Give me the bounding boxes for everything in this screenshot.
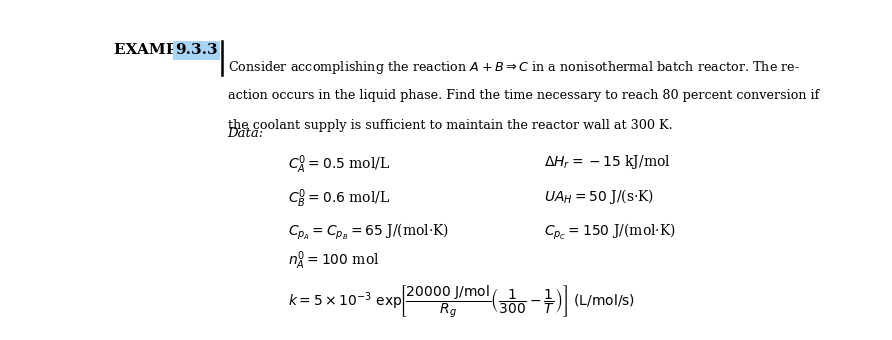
Text: $C_B^0 = 0.6$ mol/L: $C_B^0 = 0.6$ mol/L: [288, 187, 390, 210]
Text: action occurs in the liquid phase. Find the time necessary to reach 80 percent c: action occurs in the liquid phase. Find …: [227, 89, 819, 102]
Text: $C_{p_A} = C_{p_B} = 65$ J/(mol$\cdot$K): $C_{p_A} = C_{p_B} = 65$ J/(mol$\cdot$K): [288, 221, 449, 242]
Text: Consider accomplishing the reaction $A + B \Rightarrow C$ in a nonisothermal bat: Consider accomplishing the reaction $A +…: [227, 59, 800, 76]
Text: the coolant supply is sufficient to maintain the reactor wall at 300 K.: the coolant supply is sufficient to main…: [227, 119, 673, 132]
Text: EXAMPLE: EXAMPLE: [113, 44, 204, 57]
Text: Data:: Data:: [227, 127, 264, 140]
Text: $\Delta H_r = -15$ kJ/mol: $\Delta H_r = -15$ kJ/mol: [543, 153, 670, 171]
Text: $C_A^0 = 0.5$ mol/L: $C_A^0 = 0.5$ mol/L: [288, 153, 390, 176]
Text: $UA_H = 50$ J/(s$\cdot$K): $UA_H = 50$ J/(s$\cdot$K): [543, 187, 654, 206]
Text: $n_A^0 = 100$ mol: $n_A^0 = 100$ mol: [288, 249, 379, 272]
Text: $C_{p_C} = 150$ J/(mol$\cdot$K): $C_{p_C} = 150$ J/(mol$\cdot$K): [543, 221, 675, 242]
Text: $k = 5 \times 10^{-3}\ \mathrm{exp}\!\left[\dfrac{20000\ \mathrm{J/mol}}{R_g}\le: $k = 5 \times 10^{-3}\ \mathrm{exp}\!\le…: [288, 283, 635, 320]
Text: 9.3.3: 9.3.3: [175, 44, 218, 57]
